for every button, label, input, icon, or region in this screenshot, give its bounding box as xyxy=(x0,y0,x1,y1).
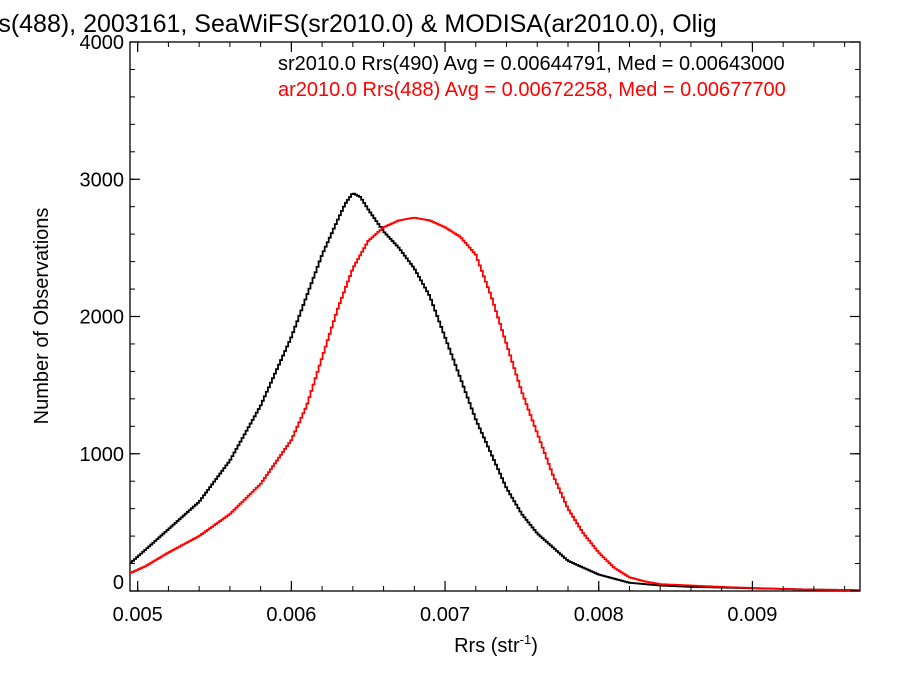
axis-ticks: 0.005 0.006 0.007 0.008 0.009 0 1000 2000 3000 40… xyxy=(80,32,860,626)
series-line-1 xyxy=(130,216,860,592)
legend-entry-1: ar2010.0 Rrs(488) Avg = 0.00672258, Med … xyxy=(278,79,786,101)
x-tick-label: 0.005 xyxy=(113,604,163,626)
y-tick-label: 2000 xyxy=(80,307,125,329)
x-tick-label: 0.009 xyxy=(727,604,777,626)
x-axis-label-close: ) xyxy=(531,635,538,657)
y-tick-label: 0 xyxy=(113,572,124,594)
x-axis-label-text: Rrs (str xyxy=(454,635,520,657)
x-tick-label: 0.007 xyxy=(420,604,470,626)
y-tick-label: 1000 xyxy=(80,444,125,466)
y-axis-label: Number of Observations xyxy=(31,208,53,425)
x-axis-label-superscript: -1 xyxy=(520,632,532,647)
x-axis-label: Rrs (str-1) xyxy=(454,632,538,657)
legend: sr2010.0 Rrs(490) Avg = 0.00644791, Med … xyxy=(278,53,786,101)
chart-title: rs(488), 2003161, SeaWiFS(sr2010.0) & MO… xyxy=(0,10,717,38)
legend-entry-0: sr2010.0 Rrs(490) Avg = 0.00644791, Med … xyxy=(278,53,785,75)
y-tick-label: 4000 xyxy=(80,32,125,54)
x-tick-label: 0.008 xyxy=(574,604,624,626)
y-tick-label: 3000 xyxy=(80,169,125,191)
x-tick-label: 0.006 xyxy=(266,604,316,626)
series-layer xyxy=(130,192,860,592)
